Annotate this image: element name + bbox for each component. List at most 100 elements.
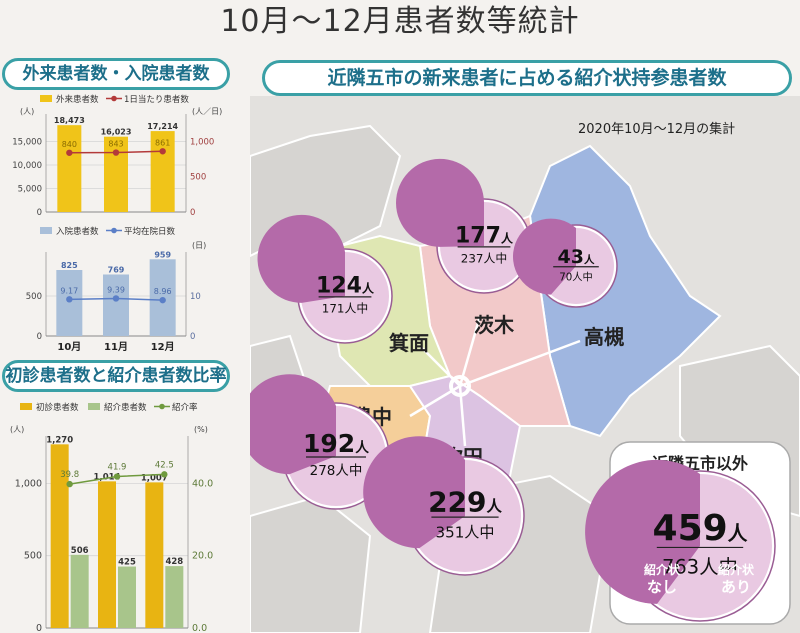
bar-value-label: 769: [108, 265, 125, 274]
outpatient-chart: 外来患者数 1日当たり患者数 (人) (人／日) 0 5,000 10,000 15,000 0…: [12, 94, 222, 218]
line-value-label: 8.96: [154, 287, 172, 296]
left-tick-label: 0: [36, 623, 42, 633]
legend-label-1: 紹介患者数: [104, 402, 147, 413]
outside-legend-without: なし: [647, 578, 677, 596]
line-value-label: 840: [62, 140, 77, 149]
legend-label-1: 平均在院日数: [124, 226, 176, 237]
line-point: [66, 149, 73, 156]
map-section-title: 近隣五市の新来患者に占める紹介状持参患者数: [262, 60, 792, 96]
pie-referred-value: 43人: [558, 246, 595, 268]
right-tick-label: 0: [190, 332, 195, 342]
line-point: [112, 295, 120, 302]
outpatient-section-title: 外来患者数・入院患者数: [2, 58, 230, 90]
left-tick-label: 0: [37, 208, 42, 218]
pie-slice-referred: [363, 436, 465, 549]
right-axis-unit: (%): [194, 425, 208, 434]
pie-referred-value: 192人: [303, 429, 369, 458]
legend-label-0: 入院患者数: [56, 226, 99, 237]
left-tick-label: 10,000: [12, 161, 42, 171]
left-axis-unit: (人): [20, 107, 34, 116]
legend-dot-2: [159, 403, 165, 410]
pie-city-4: 229人 351人中: [363, 436, 525, 576]
legend-swatch-0: [40, 227, 52, 234]
line-point: [159, 148, 166, 155]
left-tick-label: 15,000: [12, 138, 42, 148]
line-point: [66, 296, 73, 303]
line-point: [113, 473, 121, 480]
bar-value-label: 959: [154, 250, 171, 259]
pie-slice-referred: [396, 158, 484, 247]
pie-referred-value: 177人: [455, 223, 514, 248]
right-tick-label: 0.0: [192, 623, 207, 633]
pie-slice-referred: [512, 218, 576, 295]
bar: [56, 270, 83, 336]
right-tick-label: 1,000: [190, 137, 214, 147]
line-point: [161, 471, 168, 478]
outside-legend-without: 紹介状: [644, 562, 681, 577]
bar: [150, 131, 175, 212]
bar-value-label: 18,473: [54, 116, 85, 125]
bar: [165, 566, 184, 628]
category-label: 12月: [151, 341, 175, 353]
left-tick-label: 1,000: [15, 478, 42, 489]
page-title: 10月～12月患者数等統計: [220, 4, 580, 39]
line-value-label: 39.8: [60, 470, 79, 480]
line-point: [159, 296, 166, 304]
pie-outside: 459人 763人中: [585, 459, 776, 622]
pie-total-value: 237人中: [461, 252, 507, 266]
right-axis-unit: (人／日): [192, 107, 222, 116]
bar-value-label: 506: [71, 546, 89, 556]
referral-chart: 初診患者数 紹介患者数 紹介率 (人) (%) 0 500 1,000 0.0 20.0 40.0 1…: [10, 402, 213, 633]
legend-swatch-1: [88, 403, 100, 410]
left-axis-unit: (人): [10, 425, 24, 434]
pie-slice-referred: [257, 214, 345, 303]
pie-city-0: 124人 171人中: [257, 214, 393, 344]
legend-label-1: 1日当たり患者数: [124, 94, 189, 105]
right-tick-label: 20.0: [192, 551, 213, 562]
city-label-minoh: 箕面: [389, 331, 429, 355]
left-tick-label: 0: [37, 332, 42, 342]
bar-value-label: 16,023: [101, 128, 132, 137]
pie-total-value: 171人中: [322, 302, 368, 316]
line-value-label: 861: [155, 138, 170, 147]
city-label-takatsuki: 高槻: [584, 325, 624, 349]
left-tick-label: 5,000: [18, 185, 42, 195]
left-tick-label: 500: [26, 292, 42, 302]
line-value-label: 9.17: [60, 286, 78, 295]
pie-referred-value: 459人: [653, 508, 748, 549]
referral-ratio-section-title: 初診患者数と紹介患者数比率: [2, 360, 230, 392]
pie-total-value: 763人中: [662, 555, 738, 578]
bar-value-label: 1,270: [46, 435, 73, 445]
left-tick-label: 500: [24, 551, 42, 562]
right-tick-label: 40.0: [192, 478, 213, 489]
bar: [57, 125, 82, 212]
pie-referred-value: 229人: [428, 486, 502, 519]
bar: [145, 482, 164, 628]
legend-dot-1: [111, 227, 117, 234]
bar: [70, 554, 89, 628]
bar: [50, 444, 69, 628]
bar-value-label: 428: [165, 557, 183, 567]
pie-slice-referred: [250, 374, 336, 475]
pie-total-value: 70人中: [559, 270, 593, 283]
right-tick-label: 0: [190, 208, 195, 218]
pie-total-value: 351人中: [435, 523, 494, 541]
category-label: 10月: [57, 341, 81, 353]
right-tick-label: 10: [190, 292, 201, 302]
bar: [104, 136, 128, 212]
line-value-label: 9.39: [107, 285, 125, 294]
legend-label-2: 紹介率: [172, 402, 198, 413]
legend-swatch-0: [40, 95, 52, 102]
line-point: [112, 149, 120, 156]
bar-value-label: 825: [61, 261, 78, 270]
pie-slice-referred: [585, 459, 700, 604]
pie-city-1: 177人 237人中: [396, 158, 532, 294]
map-period: 2020年10月～12月の集計: [578, 122, 736, 137]
right-tick-label: 500: [190, 173, 206, 183]
legend-label-0: 外来患者数: [56, 94, 99, 105]
legend-dot-1: [111, 95, 117, 102]
legend-label-0: 初診患者数: [36, 402, 79, 413]
outside-legend-with: 紹介状: [718, 562, 755, 577]
line-point: [66, 480, 73, 488]
bar: [118, 566, 136, 628]
